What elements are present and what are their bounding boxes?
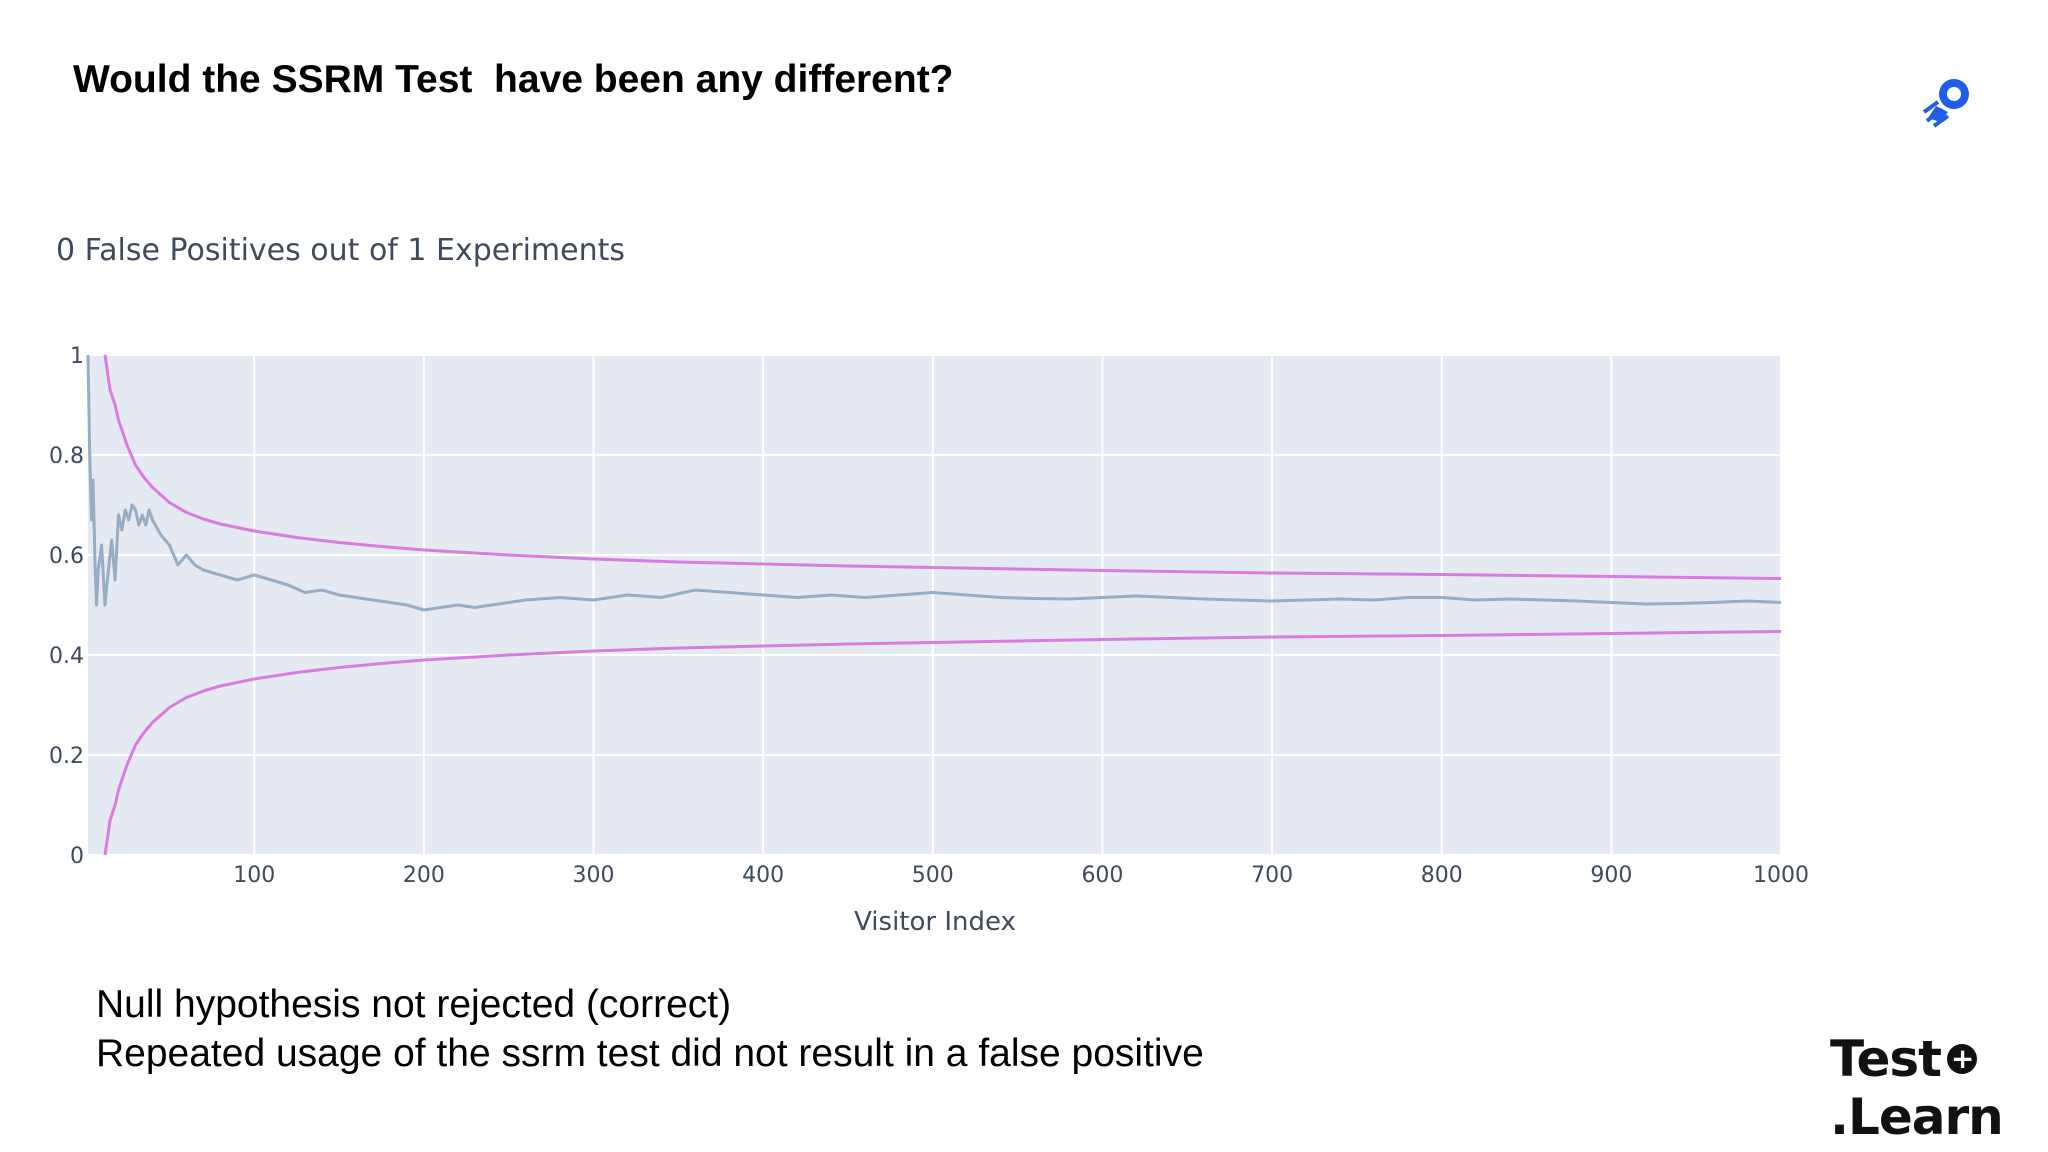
grid-y [88, 354, 1781, 856]
x-tick-label: 300 [573, 863, 615, 888]
x-tick-label: 600 [1081, 863, 1123, 888]
y-tick-label: 0.4 [49, 644, 84, 669]
chart-title: 0 False Positives out of 1 Experiments [56, 233, 625, 268]
x-tick-label: 1000 [1753, 863, 1809, 888]
note-line-1: Null hypothesis not rejected (correct) [96, 983, 732, 1026]
grid-x [253, 355, 1782, 855]
plot-area [88, 355, 1781, 855]
slide-title: Would the SSRM Test have been any differ… [73, 58, 954, 101]
x-tick-label: 800 [1421, 863, 1463, 888]
x-tick-labels: 100 200 300 400 500 600 700 800 900 1000 [233, 863, 1809, 888]
x-tick-label: 400 [742, 863, 784, 888]
series-lower-bound [103, 630, 1782, 856]
y-tick-label: 0.8 [49, 444, 84, 469]
y-tick-label: 1 [70, 344, 84, 369]
rocket-logo-icon [1922, 79, 1969, 128]
series-estimate [86, 354, 1782, 612]
y-tick-label: 0 [70, 844, 84, 869]
series-upper-bound [103, 354, 1782, 580]
x-tick-label: 500 [912, 863, 954, 888]
brand-word-test: Test [1830, 1030, 1942, 1088]
plus-circle-icon: + [1947, 1044, 1978, 1074]
x-tick-label: 900 [1590, 863, 1632, 888]
note-line-2: Repeated usage of the ssrm test did not … [96, 1032, 1204, 1075]
x-axis-label: Visitor Index [854, 907, 1016, 937]
brand-logo: Test + .Learn [1830, 1030, 2004, 1146]
brand-line-1: Test + [1830, 1030, 2000, 1088]
y-tick-labels: 0 0.2 0.4 0.6 0.8 1 [49, 344, 84, 869]
series-layer [86, 354, 1782, 856]
x-tick-label: 700 [1251, 863, 1293, 888]
x-tick-label: 100 [233, 863, 275, 888]
y-tick-label: 0.2 [49, 744, 84, 769]
slide-notes: Null hypothesis not rejected (correct) R… [96, 980, 1204, 1078]
y-tick-label: 0.6 [49, 544, 84, 569]
x-tick-label: 200 [403, 863, 445, 888]
brand-word-learn: .Learn [1830, 1088, 2004, 1146]
